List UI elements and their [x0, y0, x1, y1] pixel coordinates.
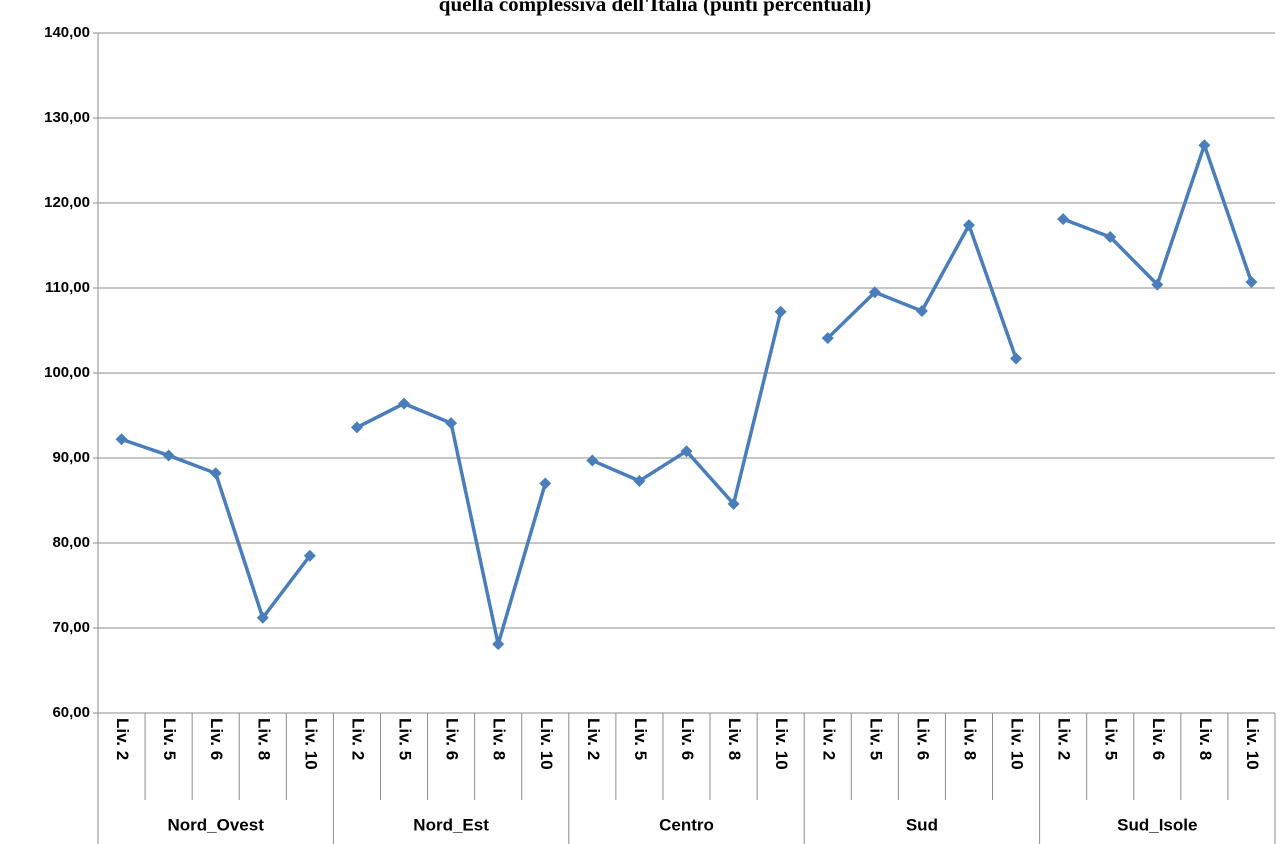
marker	[821, 332, 834, 345]
group-label: Nord_Est	[413, 815, 489, 834]
marker	[539, 477, 552, 490]
x-tick-label: Liv. 8	[725, 718, 744, 760]
marker	[774, 305, 787, 318]
x-tick-label: Liv. 5	[631, 718, 650, 760]
marker	[680, 445, 693, 458]
chart-title: quella complessiva dell'Italia (punti pe…	[439, 0, 871, 16]
group-label: Sud	[906, 815, 938, 834]
x-tick-label: Liv. 8	[960, 718, 979, 760]
x-tick-label: Liv. 5	[866, 718, 885, 760]
x-tick-label: Liv. 6	[678, 718, 697, 760]
marker	[115, 433, 128, 446]
x-tick-label: Liv. 8	[1196, 718, 1215, 760]
marker	[1010, 352, 1023, 365]
y-tick-label: 60,00	[52, 704, 90, 721]
x-tick-label: Liv. 6	[1149, 718, 1168, 760]
marker	[445, 417, 458, 430]
x-tick-label: Liv. 5	[160, 718, 179, 760]
x-tick-label: Liv. 10	[772, 718, 791, 770]
x-tick-label: Liv. 10	[1243, 718, 1262, 770]
x-tick-label: Liv. 8	[254, 718, 273, 760]
y-tick-label: 80,00	[52, 534, 90, 551]
marker	[915, 304, 928, 317]
x-tick-label: Liv. 2	[819, 718, 838, 760]
line	[591, 311, 783, 508]
x-tick-label: Liv. 2	[348, 718, 367, 760]
line	[120, 437, 312, 622]
line	[356, 401, 547, 645]
marker	[586, 454, 599, 467]
marker	[303, 549, 316, 562]
marker	[633, 474, 646, 487]
marker	[256, 611, 269, 624]
y-tick-label: 110,00	[45, 279, 90, 296]
marker	[1057, 213, 1070, 226]
marker	[962, 219, 975, 232]
x-tick-label: Liv. 5	[1102, 718, 1121, 760]
y-tick-label: 100,00	[44, 364, 90, 381]
x-tick-label: Liv. 2	[1055, 718, 1074, 760]
marker	[1151, 278, 1164, 291]
x-tick-label: Liv. 2	[113, 718, 132, 760]
x-tick-label: Liv. 10	[301, 718, 320, 770]
y-tick-label: 120,00	[44, 194, 90, 211]
y-tick-label: 130,00	[44, 109, 90, 126]
marker	[1104, 231, 1117, 243]
x-tick-label: Liv. 6	[913, 718, 932, 760]
x-tick-label: Liv. 10	[537, 718, 556, 770]
x-tick-label: Liv. 2	[584, 718, 603, 760]
marker	[492, 638, 505, 651]
x-tick-label: Liv. 8	[490, 718, 509, 760]
marker	[398, 397, 411, 410]
y-tick-label: 70,00	[52, 619, 90, 636]
marker	[868, 286, 881, 299]
marker	[1198, 139, 1211, 152]
group-label: Centro	[659, 815, 714, 834]
marker	[350, 421, 363, 434]
x-tick-label: Liv. 6	[207, 718, 226, 760]
y-tick-label: 90,00	[52, 449, 90, 466]
marker	[727, 497, 740, 510]
line	[826, 220, 1018, 360]
x-tick-label: Liv. 5	[396, 718, 415, 760]
group-label: Sud_Isole	[1117, 815, 1197, 834]
y-tick-label: 140,00	[44, 24, 90, 41]
marker	[162, 449, 175, 462]
marker	[209, 467, 222, 480]
x-tick-label: Liv. 6	[443, 718, 462, 760]
marker	[1245, 276, 1258, 289]
group-label: Nord_Ovest	[168, 815, 265, 834]
x-tick-label: Liv. 10	[1008, 718, 1027, 770]
line	[1062, 139, 1254, 288]
